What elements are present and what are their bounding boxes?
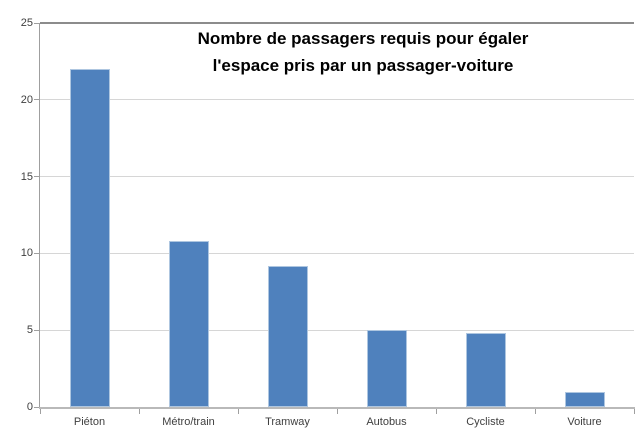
bar-2	[168, 241, 209, 407]
bar-6	[564, 392, 605, 407]
bar-3	[267, 266, 308, 407]
x-tick-mark	[138, 409, 140, 414]
bar-4	[366, 330, 407, 407]
x-category-label-4: Autobus	[366, 416, 407, 428]
x-tick-mark	[39, 409, 41, 414]
y-tick-label-20: 20	[20, 93, 33, 106]
y-tick-mark	[34, 176, 39, 178]
y-tick-mark	[34, 329, 39, 331]
y-tick-label-5: 5	[26, 324, 33, 337]
x-category-label-6: Voiture	[567, 416, 602, 428]
x-axis	[39, 407, 635, 409]
x-tick-mark	[336, 409, 338, 414]
chart-title: Nombre de passagers requis pour égaler l…	[63, 25, 640, 79]
gridline-5	[40, 329, 634, 331]
y-tick-label-0: 0	[26, 401, 33, 413]
y-tick-mark	[34, 406, 39, 408]
y-tick-label-15: 15	[20, 170, 33, 183]
x-category-label-3: Tramway	[265, 416, 310, 428]
y-axis	[39, 23, 40, 408]
x-tick-mark	[237, 409, 239, 414]
gridline-20	[40, 99, 634, 101]
x-category-label-2: Métro/train	[162, 416, 215, 428]
x-category-label-1: Piéton	[73, 416, 106, 428]
x-tick-mark	[435, 409, 437, 414]
y-tick-mark	[34, 99, 39, 101]
x-category-label-5: Cycliste	[466, 416, 505, 428]
x-tick-mark	[534, 409, 536, 414]
gridline-10	[40, 252, 634, 254]
plot-area	[34, 22, 635, 414]
y-tick-mark	[34, 22, 39, 24]
gridline-15	[40, 176, 634, 178]
gridline-25	[40, 22, 634, 24]
bar-5	[465, 333, 506, 407]
chart-title-line-2: l'espace pris par un passager-voiture	[212, 56, 514, 75]
x-tick-mark	[633, 409, 635, 414]
y-tick-mark	[34, 252, 39, 254]
y-tick-label-10: 10	[20, 247, 33, 260]
bar-1	[69, 69, 110, 407]
y-tick-label-25: 25	[20, 17, 33, 29]
chart-title-line-1: Nombre de passagers requis pour égaler	[197, 29, 529, 48]
